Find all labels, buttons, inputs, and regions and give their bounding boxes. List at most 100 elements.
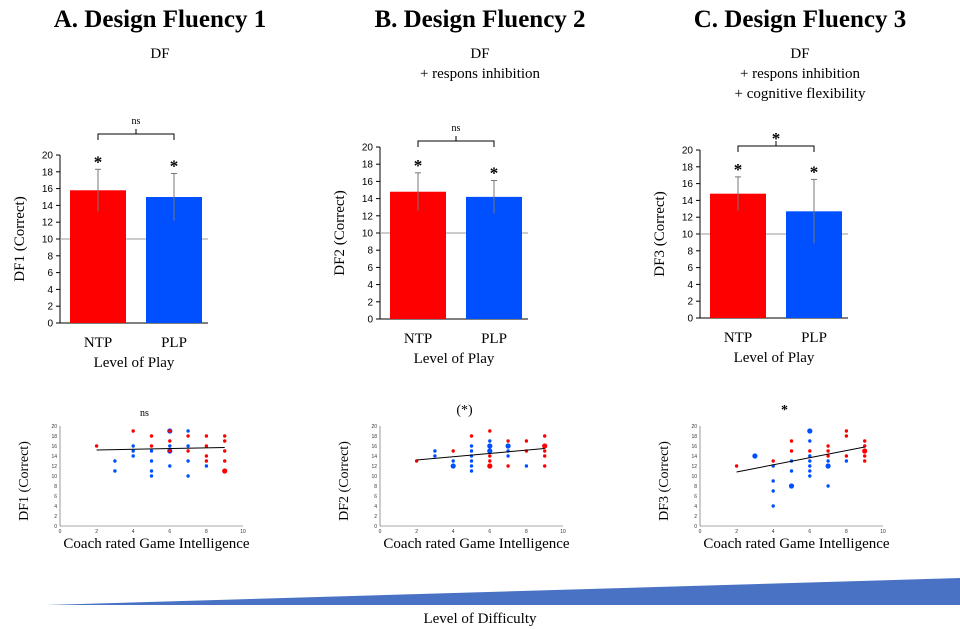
data-point-plp (808, 464, 812, 468)
y-tick-label: 0 (54, 524, 57, 530)
data-point-ntp (789, 439, 794, 443)
data-point-plp (451, 459, 455, 463)
y-tick-label: 6 (47, 268, 53, 279)
scatter-chart-df3: 0 2 4 6 8 10 12 14 16 18 20 0 2 4 6 8 10 * Coach rated Gam… (657, 403, 890, 552)
y-tick-label: 8 (694, 484, 697, 490)
significance-label: (*) (456, 403, 473, 418)
data-point-ntp (469, 434, 474, 438)
data-point-plp (186, 474, 190, 478)
significance-star: * (810, 162, 819, 181)
y-tick-label: 4 (47, 285, 53, 296)
x-tick-label: 4 (132, 529, 135, 535)
x-tick-label: NTP (724, 330, 752, 346)
subtitle-line: DF (150, 46, 170, 62)
x-tick-label: 2 (415, 529, 418, 535)
y-tick-label: 14 (371, 454, 377, 460)
data-point-ntp (543, 454, 547, 458)
significance-star: * (490, 164, 499, 183)
y-tick-label: 18 (371, 434, 377, 440)
data-point-plp (433, 449, 437, 453)
data-point-ntp (168, 429, 172, 433)
y-tick-label: 2 (694, 514, 697, 520)
data-point-plp (186, 459, 190, 463)
data-point-ntp (149, 434, 154, 438)
y-tick-label: 4 (367, 280, 373, 291)
data-point-plp (469, 459, 474, 463)
data-point-plp (186, 429, 190, 433)
y-axis-label: DF2 (Correct) (332, 190, 348, 275)
significance-label: ns (452, 123, 461, 134)
data-point-ntp (223, 434, 227, 438)
y-tick-label: 14 (42, 201, 54, 212)
scatter-chart-df2: 0 2 4 6 8 10 12 14 16 18 20 0 2 4 6 8 10 (*) Coach rated G… (337, 403, 570, 552)
significance-bracket (417, 136, 495, 147)
data-point-plp (487, 448, 493, 454)
y-tick-label: 12 (362, 211, 374, 222)
y-tick-label: 8 (367, 246, 373, 257)
bar-ntp (710, 193, 766, 318)
y-tick-label: 2 (54, 514, 57, 520)
y-tick-label: 20 (51, 424, 57, 430)
panel-subtitle: DF + respons inhibition (320, 44, 640, 84)
panel-title: C. Design Fluency 3 (693, 6, 907, 33)
data-point-plp (488, 439, 492, 443)
y-tick-label: 0 (367, 315, 373, 326)
data-point-plp (131, 454, 135, 458)
y-tick-label: 14 (691, 454, 697, 460)
y-tick-label: 16 (682, 179, 694, 190)
data-point-ntp (734, 464, 739, 468)
x-axis-label: Level of Play (94, 355, 175, 371)
data-point-plp (131, 444, 135, 448)
data-point-plp (113, 469, 117, 473)
y-axis-label: DF1 (Correct) (12, 196, 28, 281)
y-tick-label: 10 (691, 474, 697, 480)
data-point-plp (505, 443, 511, 449)
data-point-ntp (131, 429, 135, 433)
data-point-ntp (223, 439, 227, 443)
data-point-plp (826, 484, 830, 488)
data-point-ntp (451, 449, 455, 453)
y-tick-label: 16 (42, 184, 54, 195)
x-tick-label: 8 (525, 529, 528, 535)
x-tick-label: PLP (161, 335, 187, 351)
data-point-ntp (186, 449, 190, 453)
data-point-plp (752, 453, 758, 459)
y-tick-label: 12 (691, 464, 697, 470)
data-point-plp (506, 454, 510, 458)
data-point-ntp (524, 439, 529, 443)
data-point-ntp (204, 454, 209, 458)
trend-line (96, 447, 225, 451)
data-point-ntp (223, 459, 227, 463)
x-tick-label: 4 (452, 529, 455, 535)
data-point-plp (469, 469, 474, 473)
bar-ntp (390, 191, 446, 319)
data-point-plp (149, 459, 154, 463)
y-tick-label: 12 (371, 464, 377, 470)
data-point-ntp (506, 464, 510, 468)
data-point-plp (808, 454, 812, 458)
x-tick-label: 6 (808, 529, 811, 535)
y-tick-label: 6 (687, 263, 693, 274)
difficulty-label: Level of Difficulty (423, 611, 537, 627)
data-point-ntp (487, 463, 493, 469)
data-point-plp (808, 474, 812, 478)
subtitle-line: + respons inhibition (419, 66, 541, 82)
scatter-chart-df1: 0 2 4 6 8 10 12 14 16 18 20 0 2 4 6 8 10 ns Coach rated Ga… (17, 408, 250, 552)
y-tick-label: 8 (47, 251, 53, 262)
x-axis-label: Level of Play (414, 351, 495, 367)
data-point-plp (844, 459, 849, 463)
x-tick-label: 2 (95, 529, 98, 535)
data-point-plp (149, 474, 154, 478)
y-tick-label: 10 (51, 474, 57, 480)
data-point-ntp (862, 448, 868, 454)
bar-chart-df3: 0 2 4 6 8 10 12 14 16 18 20 * NTP * PLP * Level of Play D… (652, 129, 848, 366)
data-point-plp (807, 428, 813, 434)
data-point-plp (168, 444, 172, 448)
y-tick-label: 12 (42, 218, 54, 229)
y-tick-label: 6 (54, 494, 57, 500)
data-point-ntp (94, 444, 99, 448)
significance-bracket (97, 129, 175, 140)
y-tick-label: 8 (54, 484, 57, 490)
data-point-plp (204, 464, 209, 468)
data-point-plp (469, 464, 474, 468)
